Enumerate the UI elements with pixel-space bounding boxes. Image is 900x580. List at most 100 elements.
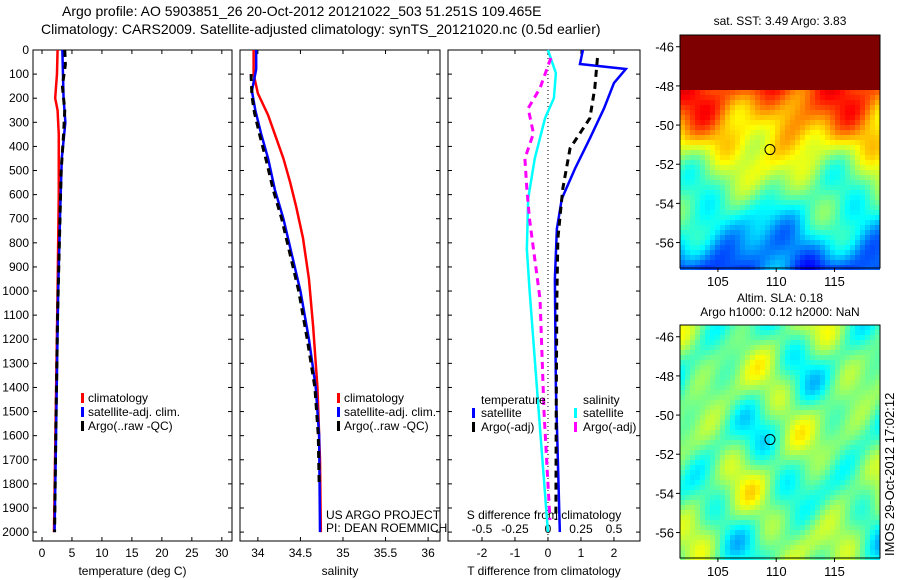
map-cell [680,65,685,70]
map-cell [840,190,845,195]
map-cell [725,110,730,115]
map-cell [845,450,850,455]
map-cell [805,515,810,520]
map-cell [710,365,715,370]
map-cell [850,455,855,460]
map-cell [870,385,875,390]
map-cell [815,395,820,400]
map-cell [850,85,855,90]
map-cell [805,85,810,90]
map-cell [750,465,755,470]
map-cell [750,480,755,485]
map-cell [690,550,695,555]
map-cell [765,155,770,160]
map-cell [730,470,735,475]
map-cell [690,525,695,530]
map-cell [860,480,865,485]
map-cell [765,345,770,350]
map-cell [715,210,720,215]
map-cell [795,235,800,240]
map-cell [785,450,790,455]
map-cell [875,370,880,375]
map-cell [820,345,825,350]
map-cell [820,35,825,40]
map-cell [840,205,845,210]
map-cell [740,535,745,540]
map-cell [870,400,875,405]
map-cell [755,185,760,190]
map-cell [700,215,705,220]
map-cell [730,95,735,100]
map-cell [735,160,740,165]
map-cell [825,480,830,485]
map-cell [820,205,825,210]
map-cell [785,365,790,370]
map-cell [755,55,760,60]
map-cell [810,325,815,330]
map-cell [825,45,830,50]
map-cell [860,115,865,120]
map-cell [835,190,840,195]
map-cell [820,180,825,185]
map-cell [740,525,745,530]
map-cell [685,455,690,460]
map-cell [710,540,715,545]
map-cell [795,250,800,255]
map-cell [695,505,700,510]
map-cell [680,325,685,330]
map-cell [810,475,815,480]
map-cell [725,520,730,525]
map-cell [785,255,790,260]
map-cell [790,70,795,75]
map-cell [715,100,720,105]
map-cell [845,510,850,515]
map-cell [750,235,755,240]
map-cell [800,175,805,180]
map-cell [820,60,825,65]
map-cell [800,75,805,80]
map-cell [805,215,810,220]
map-cell [750,445,755,450]
map-cell [755,335,760,340]
map-cell [805,180,810,185]
map-cell [755,155,760,160]
map-cell [870,325,875,330]
map-cell [850,180,855,185]
map-cell [695,410,700,415]
map-cell [865,550,870,555]
map-cell [815,190,820,195]
map-cell [690,385,695,390]
map-cell [700,55,705,60]
map-cell [725,475,730,480]
map-cell [785,390,790,395]
map-cell [845,155,850,160]
map-cell [845,365,850,370]
map-cell [870,475,875,480]
map-cell [835,235,840,240]
map-cell [700,455,705,460]
map-cell [875,125,880,130]
map-cell [705,250,710,255]
map-cell [800,260,805,265]
s-tick-label: -0.5 [472,522,493,536]
map-cell [855,330,860,335]
map-cell [780,440,785,445]
legend-entry: Argo(..raw -QC) [344,419,429,433]
map-cell [860,415,865,420]
map-cell [855,180,860,185]
map-cell [765,215,770,220]
annotation: US ARGO PROJECT [326,508,441,522]
map-cell [755,425,760,430]
map-cell [720,510,725,515]
map-cell [865,140,870,145]
y-tick-label: 600 [9,188,29,202]
map-cell [815,170,820,175]
map-cell [740,65,745,70]
map-cell [785,445,790,450]
map-cell [875,425,880,430]
map-cell [865,225,870,230]
series-climatology [252,50,323,533]
map-cell [815,415,820,420]
legend-entry: Argo(-adj) [481,420,534,434]
map-cell [710,40,715,45]
